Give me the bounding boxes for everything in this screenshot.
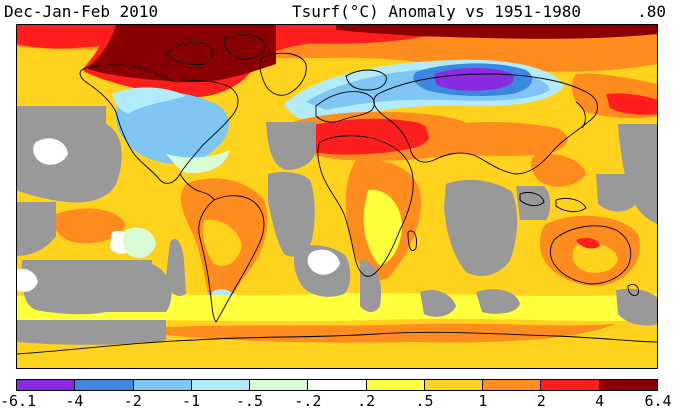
legend-swatch — [17, 380, 76, 390]
legend-tick-label: -.2 — [294, 392, 322, 410]
legend-tick-label: -6.1 — [0, 392, 37, 410]
legend-swatch — [308, 380, 367, 390]
legend-tick-label: .2 — [357, 392, 376, 410]
legend-swatch — [599, 380, 657, 390]
map-title: Tsurf(°C) Anomaly vs 1951-1980 — [292, 2, 581, 21]
global-mean-value: .80 — [637, 2, 666, 21]
legend-tick-label: -.5 — [235, 392, 263, 410]
period-label: Dec-Jan-Feb 2010 — [4, 2, 159, 21]
color-legend-labels: -6.1 -4 -2 -1 -.5 -.2 .2 .5 1 2 4 6.4 — [0, 392, 676, 412]
legend-tick-label: -2 — [123, 392, 142, 410]
legend-swatch — [191, 380, 251, 390]
legend-swatch — [75, 380, 134, 390]
legend-swatch — [366, 380, 425, 390]
coastlines — [16, 34, 658, 355]
legend-tick-label: .5 — [415, 392, 434, 410]
color-legend-bar — [16, 379, 658, 391]
legend-tick-label: 4 — [595, 392, 605, 410]
missing-data-regions — [16, 106, 658, 345]
legend-tick-label: 2 — [536, 392, 546, 410]
legend-swatch — [424, 380, 484, 390]
legend-tick-label: 1 — [478, 392, 488, 410]
legend-tick-label: 6.4 — [644, 392, 672, 410]
legend-swatch — [541, 380, 600, 390]
map-header: Dec-Jan-Feb 2010 Tsurf(°C) Anomaly vs 19… — [0, 0, 676, 24]
legend-tick-label: -1 — [182, 392, 201, 410]
legend-swatch — [483, 380, 542, 390]
legend-swatch — [133, 380, 192, 390]
legend-swatch — [250, 380, 309, 390]
temperature-anomaly-map — [16, 24, 658, 369]
legend-tick-label: -4 — [65, 392, 84, 410]
